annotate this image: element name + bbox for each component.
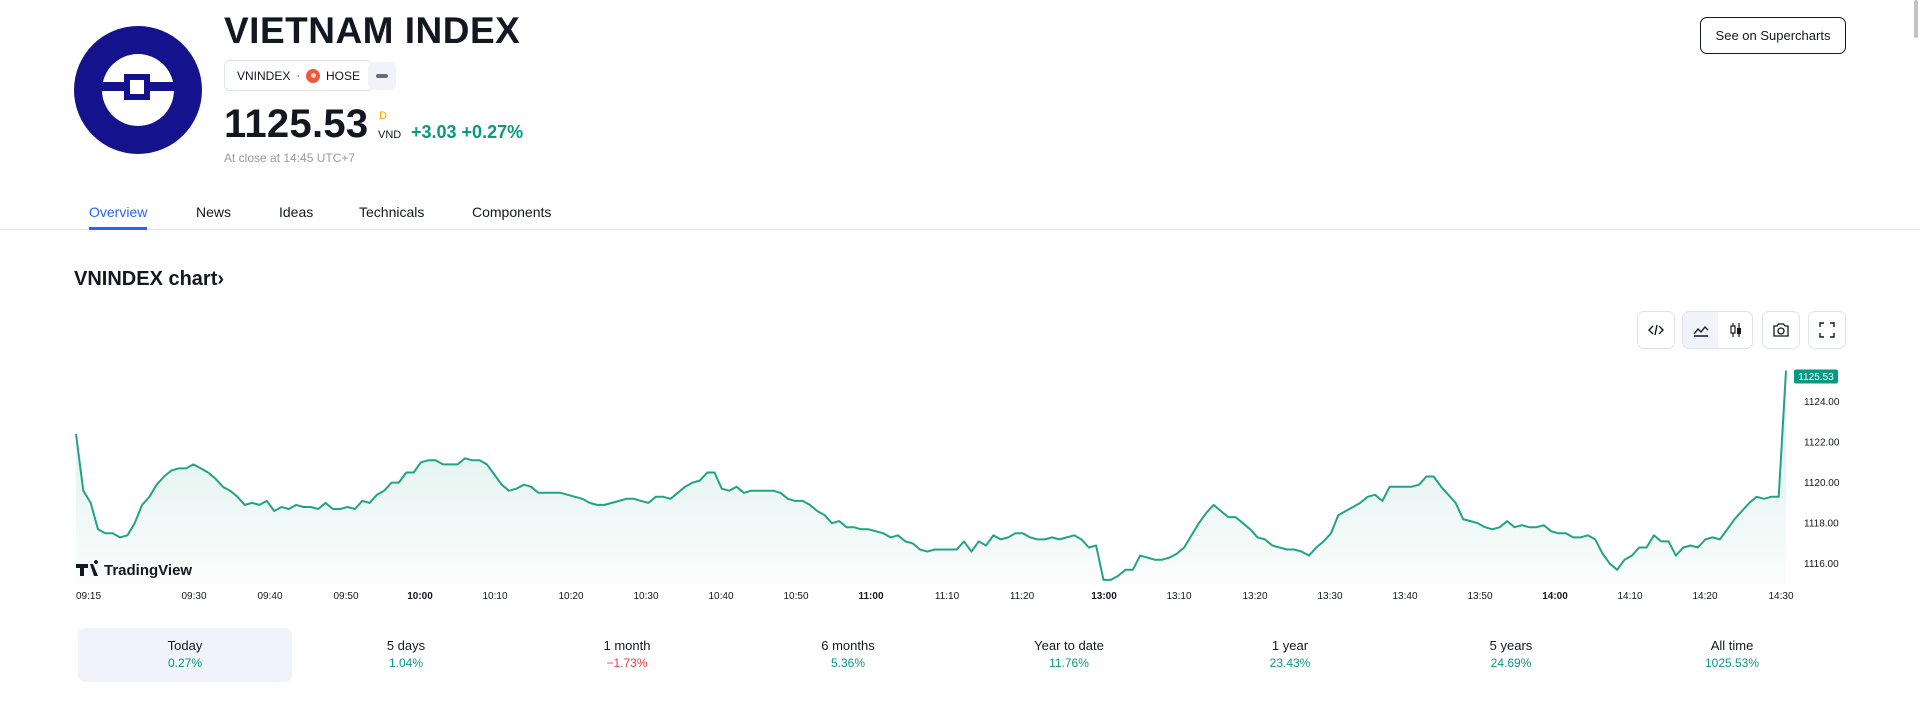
period-6-months[interactable]: 6 months 5.36% [741, 628, 955, 682]
price-change: +3.03 +0.27% [411, 122, 524, 142]
minus-icon [376, 74, 388, 78]
x-tick-label: 09:50 [333, 591, 358, 602]
period-year-to-date[interactable]: Year to date 11.76% [962, 628, 1176, 682]
embed-code-icon [1648, 324, 1664, 336]
tradingview-logo-icon [76, 559, 99, 576]
candles-icon [1729, 323, 1741, 337]
separator-dot: · [296, 69, 301, 82]
period-today[interactable]: Today 0.27% [78, 628, 292, 682]
line-chart-button[interactable] [1683, 312, 1718, 348]
x-tick-label: 14:20 [1692, 591, 1717, 602]
x-tick-label: 14:00 [1542, 591, 1568, 602]
page-scrollbar[interactable] [1914, 0, 1918, 38]
tab-news[interactable]: News [196, 204, 232, 220]
period-value: 0.27% [167, 656, 203, 670]
period-value: −1.73% [606, 656, 648, 670]
x-tick-label: 11:10 [935, 591, 960, 602]
price-value: 1125.53 [224, 102, 369, 146]
period-5-days[interactable]: 5 days 1.04% [299, 628, 513, 682]
period-label: 1 month [603, 638, 651, 653]
x-tick-label: 10:20 [558, 591, 583, 602]
price-flag: D [379, 110, 387, 122]
tradingview-watermark: TradingView [76, 559, 192, 579]
x-tick-label: 10:10 [482, 591, 507, 602]
period-label: 6 months [821, 638, 875, 653]
chart-title-link[interactable]: VNINDEX chart› [74, 268, 224, 291]
period-selector: Today 0.27% 5 days 1.04% 1 month −1.73% … [78, 628, 1848, 682]
x-tick-label: 13:30 [1317, 591, 1342, 602]
tab-ideas[interactable]: Ideas [279, 204, 314, 220]
y-tick-label: 1120.00 [1804, 478, 1840, 489]
y-axis: 1116.00 1118.00 1120.00 1122.00 1124.00 [1804, 397, 1840, 570]
period-1-month[interactable]: 1 month −1.73% [520, 628, 734, 682]
x-tick-label: 09:15 [76, 591, 101, 602]
period-all-time[interactable]: All time 1025.53% [1625, 628, 1839, 682]
line-chart-icon [1692, 325, 1708, 337]
more-button[interactable] [368, 62, 396, 90]
x-tick-label: 10:00 [407, 591, 433, 602]
period-1-year[interactable]: 1 year 23.43% [1183, 628, 1397, 682]
chart-style-toggle [1682, 311, 1753, 349]
x-tick-label: 10:40 [708, 591, 733, 602]
fullscreen-icon [1819, 322, 1835, 338]
x-tick-label: 09:40 [257, 591, 282, 602]
period-value: 11.76% [1049, 656, 1089, 670]
period-label: 1 year [1271, 638, 1309, 653]
x-axis: 09:15 09:30 09:40 09:50 10:00 10:10 10:20 10:30… [76, 591, 1794, 602]
period-label: Year to date [1034, 638, 1104, 653]
fullscreen-button[interactable] [1808, 311, 1846, 349]
y-tick-label: 1124.00 [1804, 397, 1840, 408]
page-title: VIETNAM INDEX [224, 10, 521, 51]
tab-components[interactable]: Components [472, 204, 552, 220]
exchange-label: HOSE [326, 68, 361, 83]
x-tick-label: 14:30 [1768, 591, 1793, 602]
x-tick-label: 13:10 [1166, 591, 1191, 602]
x-tick-label: 09:30 [181, 591, 206, 602]
embed-code-button[interactable] [1637, 311, 1675, 349]
period-label: 5 days [386, 638, 426, 653]
ticker-label: VNINDEX [237, 68, 291, 83]
period-value: 5.36% [830, 656, 866, 670]
y-tick-label: 1118.00 [1804, 519, 1839, 530]
exchange-flag-icon [306, 68, 321, 83]
period-value: 24.69% [1490, 656, 1532, 670]
period-value: 23.43% [1269, 656, 1311, 670]
close-note: At close at 14:45 UTC+7 [224, 151, 356, 165]
last-price-tag: 1125.53 [1794, 369, 1838, 384]
x-tick-label: 13:00 [1091, 591, 1117, 602]
last-price-tag-bg [1794, 369, 1838, 384]
period-label: All time [1710, 638, 1754, 653]
x-tick-label: 14:10 [1617, 591, 1642, 602]
chevron-right-icon: › [217, 268, 225, 290]
period-label: Today [167, 638, 203, 653]
tradingview-wordmark: TradingView [104, 562, 192, 579]
period-value: 1025.53% [1704, 656, 1760, 670]
x-tick-label: 13:50 [1467, 591, 1492, 602]
price-line [75, 370, 1787, 581]
x-tick-label: 13:20 [1242, 591, 1267, 602]
candles-button[interactable] [1718, 312, 1753, 348]
period-value: 1.04% [388, 656, 424, 670]
currency-label: VND [378, 129, 402, 141]
x-tick-label: 10:30 [633, 591, 658, 602]
price-area [76, 370, 1786, 584]
x-tick-label: 10:50 [783, 591, 808, 602]
period-label: 5 years [1489, 638, 1533, 653]
x-tick-label: 11:20 [1010, 591, 1035, 602]
tab-bar: Overview News Ideas Technicals Component… [0, 196, 1920, 230]
x-tick-label: 13:40 [1392, 591, 1417, 602]
tab-technicals[interactable]: Technicals [359, 204, 425, 220]
see-on-supercharts-button[interactable]: See on Supercharts [1700, 17, 1846, 54]
tab-overview[interactable]: Overview [89, 204, 148, 230]
symbol-badge[interactable]: VNINDEX · HOSE [224, 60, 374, 91]
y-tick-label: 1116.00 [1804, 559, 1839, 570]
chart-title-text: VNINDEX chart [74, 268, 218, 290]
y-tick-label: 1122.00 [1804, 438, 1840, 449]
last-price-label: 1125.53 [1798, 372, 1834, 383]
x-tick-label: 11:00 [858, 591, 883, 602]
camera-icon [1773, 323, 1789, 337]
vnindex-logo-icon [74, 26, 202, 154]
snapshot-button[interactable] [1762, 311, 1800, 349]
period-5-years[interactable]: 5 years 24.69% [1404, 628, 1618, 682]
